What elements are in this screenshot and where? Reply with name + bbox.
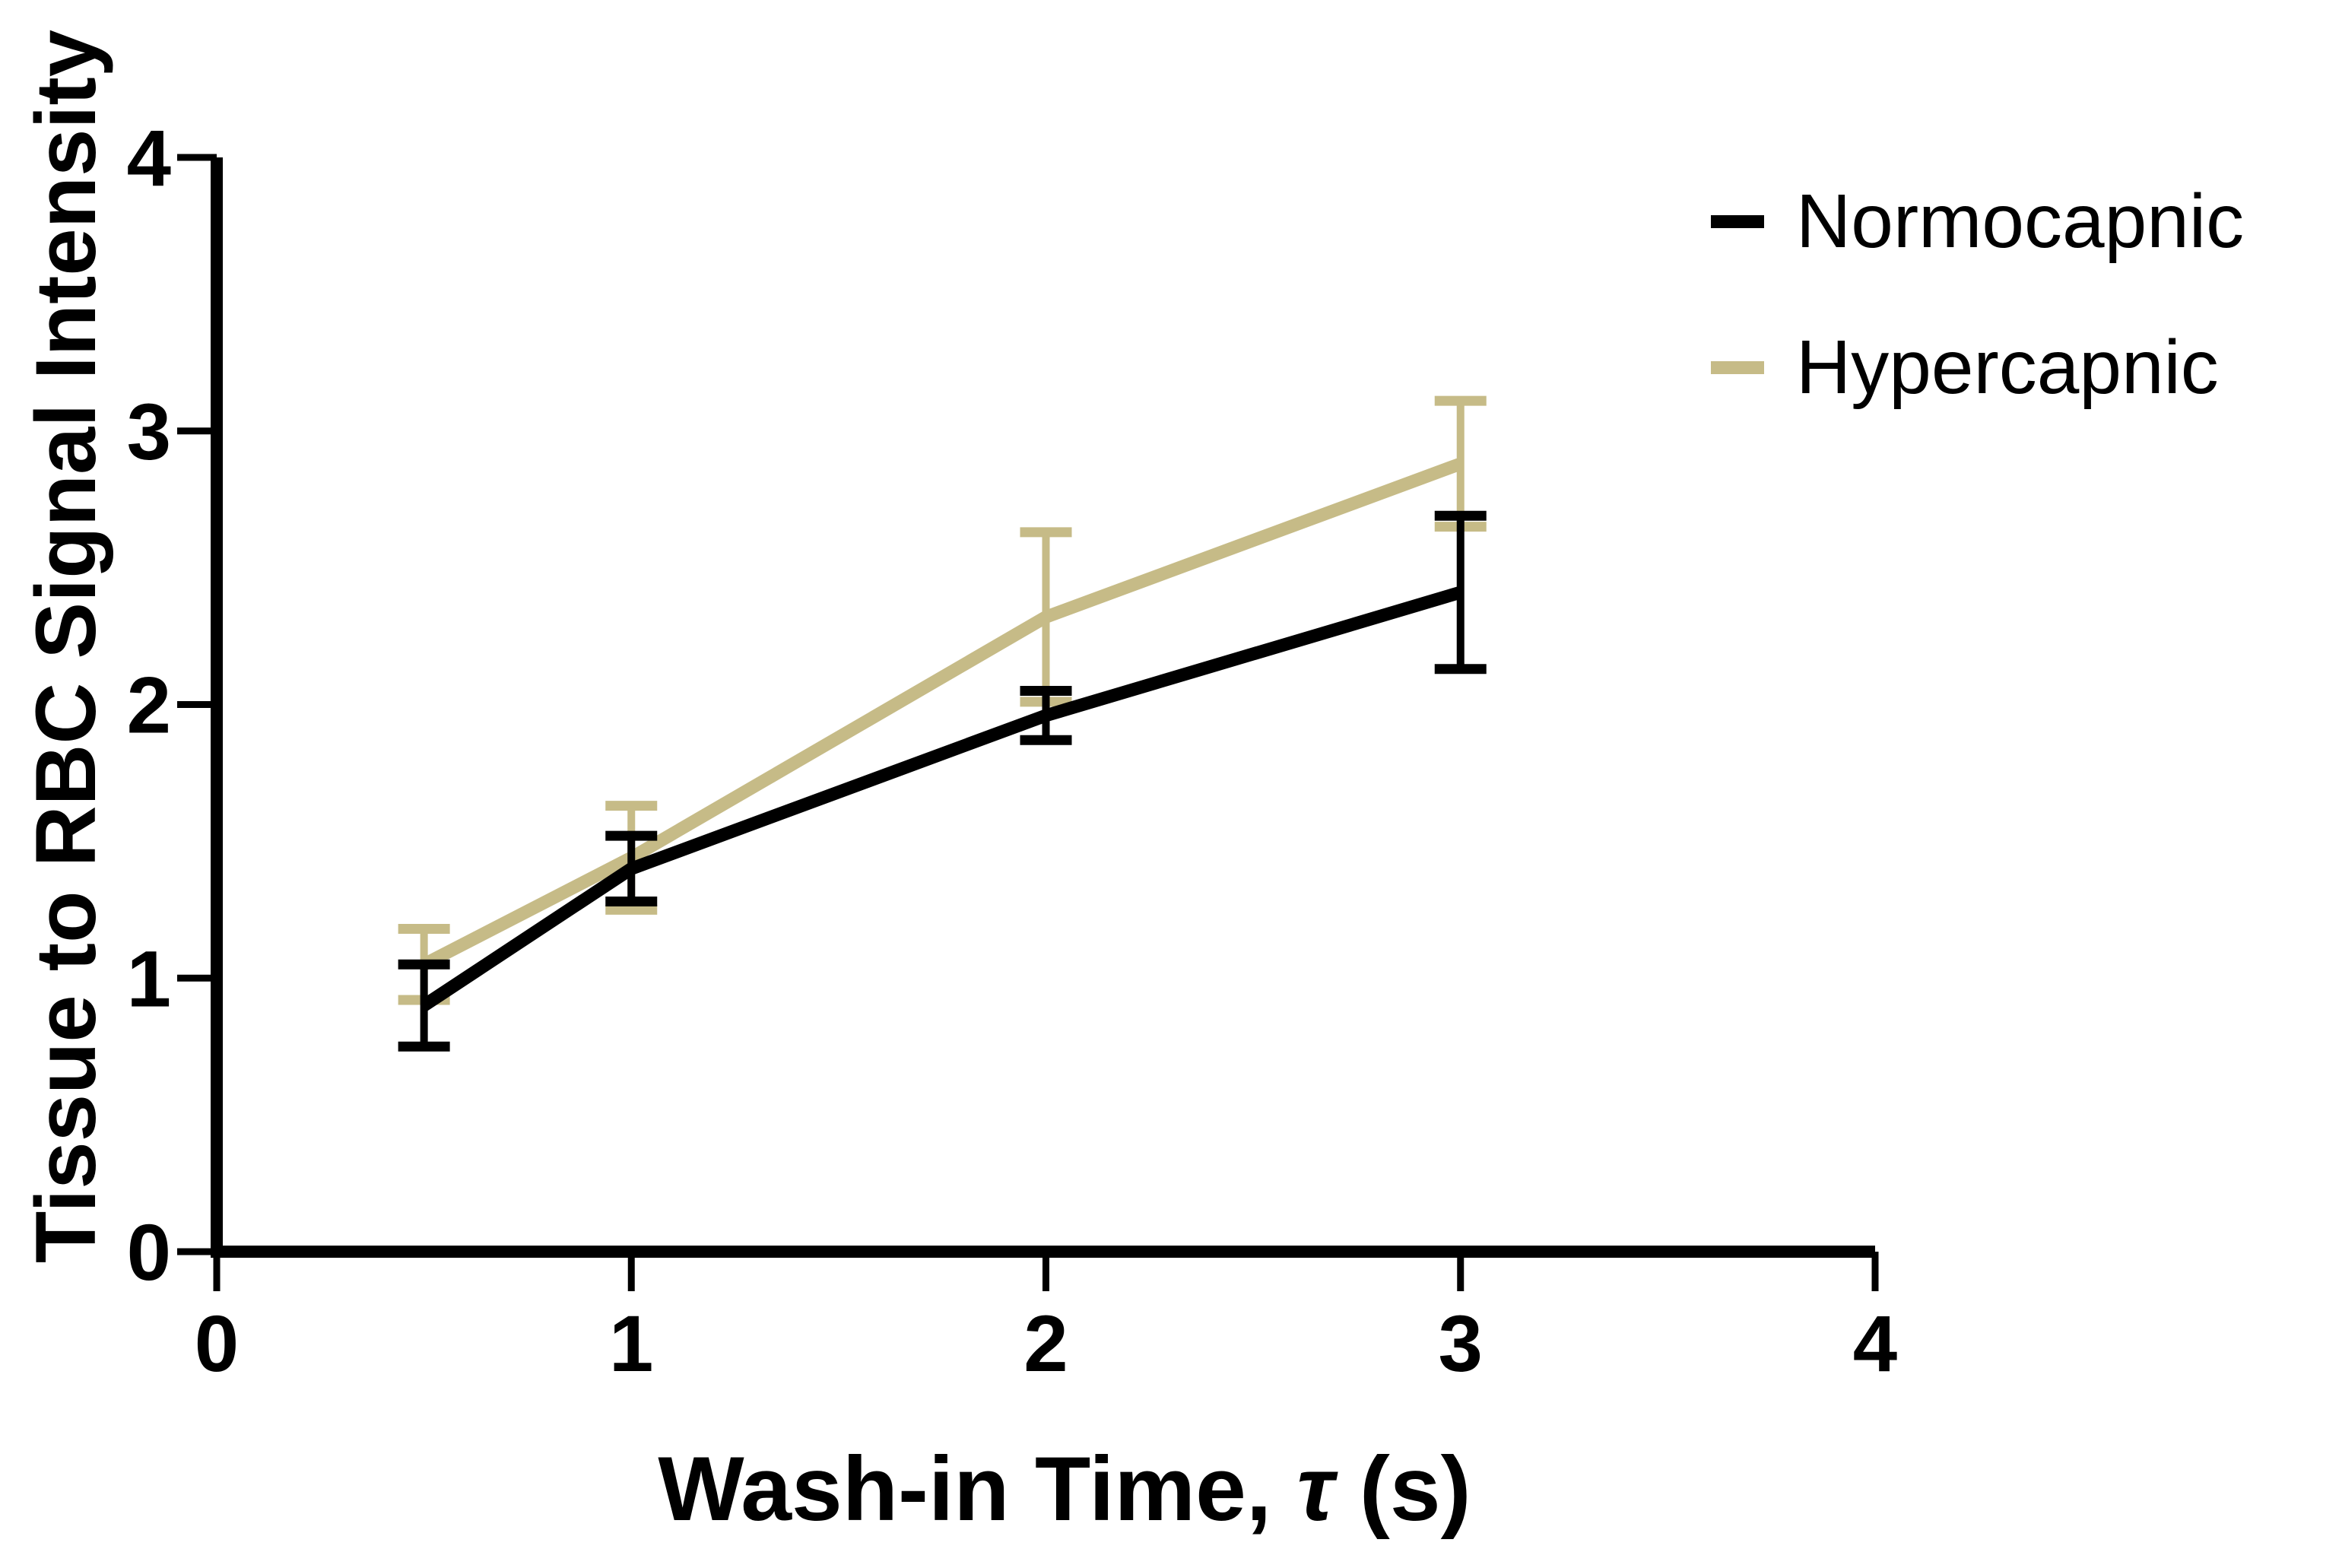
x-tick-label: 2: [1023, 1300, 1068, 1389]
y-tick-label: 4: [127, 114, 171, 203]
x-axis-title-text: Wash-in Time,: [658, 1438, 1297, 1540]
y-tick-label: 3: [127, 388, 171, 477]
y-tick-label: 2: [127, 662, 171, 751]
legend-item-normocapnic: Normocapnic: [1711, 179, 2244, 263]
x-tick-label: 3: [1439, 1300, 1483, 1389]
y-tick-label: 0: [127, 1208, 171, 1297]
x-tick-label: 1: [609, 1300, 653, 1389]
normocapnic-line: [420, 586, 1463, 1011]
legend-item-hypercapnic: Hypercapnic: [1711, 325, 2244, 409]
normocapnic-line-swatch: [1711, 214, 1764, 228]
legend-label-normocapnic: Normocapnic: [1796, 179, 2245, 264]
y-axis-title: Tissue to RBC Signal Intensity: [18, 29, 113, 1264]
x-tick-label: 0: [195, 1300, 239, 1389]
hypercapnic-line-swatch: [1711, 360, 1764, 374]
x-axis-title: Wash-in Time, τ (s): [658, 1443, 1471, 1535]
y-tick-label: 1: [127, 935, 171, 1024]
legend: Normocapnic Hypercapnic: [1711, 179, 2244, 409]
tau-symbol: τ: [1296, 1438, 1334, 1540]
x-axis-title-units: (s): [1334, 1438, 1471, 1540]
legend-label-hypercapnic: Hypercapnic: [1796, 325, 2219, 410]
hypercapnic-line: [420, 457, 1463, 970]
x-tick-label: 4: [1853, 1300, 1897, 1389]
